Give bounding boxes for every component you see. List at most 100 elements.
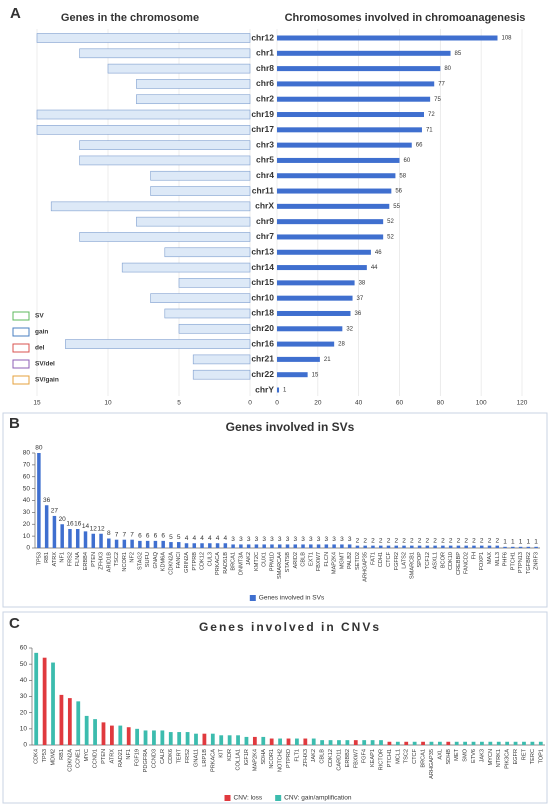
x-tick-label: 5 bbox=[177, 400, 181, 407]
bar bbox=[286, 738, 291, 745]
data-label: 4 bbox=[185, 535, 189, 542]
data-label: 3 bbox=[286, 536, 290, 543]
bar bbox=[526, 546, 531, 548]
bar bbox=[270, 544, 274, 548]
data-label: 3 bbox=[231, 536, 235, 543]
bar bbox=[386, 545, 391, 548]
x-tick-label: BRCA1 bbox=[231, 552, 237, 571]
panel-letter: B bbox=[9, 415, 20, 432]
data-label: 2 bbox=[402, 537, 406, 544]
bar bbox=[176, 542, 181, 548]
x-tick-label: CTCF bbox=[412, 748, 418, 763]
bar bbox=[277, 341, 335, 347]
legend-swatch bbox=[224, 795, 231, 801]
bar bbox=[303, 738, 308, 745]
x-tick-label: PTPRB bbox=[192, 552, 198, 571]
x-tick-label: FAT1 bbox=[370, 552, 376, 565]
category-label: chr22 bbox=[251, 369, 274, 379]
bar bbox=[150, 186, 251, 196]
bar bbox=[135, 728, 140, 745]
x-tick-label: CDK12 bbox=[328, 749, 334, 767]
category-label: chr7 bbox=[256, 231, 274, 241]
x-tick-label: SPOP bbox=[417, 552, 423, 568]
bar bbox=[328, 740, 333, 745]
bar bbox=[184, 543, 189, 548]
bar bbox=[65, 339, 251, 349]
x-tick-label: ZNRF3 bbox=[534, 552, 540, 570]
bar bbox=[412, 741, 417, 745]
category-label: chr5 bbox=[256, 155, 274, 165]
x-tick-label: PRKACA bbox=[210, 749, 216, 772]
bar bbox=[472, 545, 476, 548]
data-label: 12 bbox=[90, 525, 98, 532]
data-label: 108 bbox=[502, 36, 513, 42]
bar bbox=[150, 170, 251, 181]
bar bbox=[277, 265, 367, 271]
bar bbox=[178, 278, 251, 288]
bar bbox=[51, 662, 55, 745]
x-tick-label: RAD51B bbox=[223, 552, 229, 574]
bar bbox=[277, 295, 353, 301]
x-tick-label: CTCF bbox=[386, 551, 392, 566]
legend-swatch bbox=[12, 327, 30, 337]
data-label: 37 bbox=[357, 296, 364, 302]
bar bbox=[91, 533, 96, 548]
x-tick-label: CBLB bbox=[320, 749, 326, 764]
data-label: 72 bbox=[428, 112, 435, 118]
x-tick-label: RB1 bbox=[59, 749, 65, 760]
x-tick-label: ATRX bbox=[109, 749, 115, 764]
x-tick-label: NCOR1 bbox=[122, 552, 128, 572]
bar bbox=[227, 735, 232, 745]
x-tick-label: ATRX bbox=[52, 552, 58, 567]
data-label: 28 bbox=[338, 342, 345, 348]
bar bbox=[295, 738, 299, 745]
x-tick-label: PDGFRA bbox=[143, 749, 149, 773]
x-tick-label: MGMT bbox=[339, 551, 345, 569]
data-label: 1 bbox=[283, 388, 287, 394]
bar bbox=[496, 741, 501, 745]
x-tick-label: ARID2 bbox=[293, 552, 299, 568]
data-label: 3 bbox=[278, 536, 282, 543]
bar bbox=[311, 738, 316, 745]
x-tick-label: FGF19 bbox=[135, 749, 141, 766]
bar bbox=[252, 736, 257, 745]
bar bbox=[192, 369, 251, 380]
bar bbox=[79, 232, 251, 242]
x-tick-label: FRS2 bbox=[185, 749, 191, 763]
bar bbox=[208, 543, 212, 548]
category-label: chr15 bbox=[251, 277, 274, 287]
category-label: chr8 bbox=[256, 63, 274, 73]
bar bbox=[316, 544, 321, 548]
bar bbox=[150, 293, 251, 303]
legend-label: SV/gain bbox=[35, 377, 59, 384]
data-label: 2 bbox=[356, 537, 360, 544]
y-tick-label: 20 bbox=[20, 709, 28, 716]
x-tick-label: KEAP1 bbox=[370, 749, 376, 767]
bar bbox=[448, 545, 453, 548]
x-tick-label: ARID1B bbox=[106, 552, 112, 572]
bar bbox=[285, 544, 290, 548]
bar bbox=[110, 725, 114, 745]
data-label: 7 bbox=[130, 531, 134, 538]
x-tick-label: FRS2 bbox=[67, 552, 73, 566]
bar bbox=[277, 50, 451, 56]
bar bbox=[34, 652, 39, 745]
category-label: chr19 bbox=[251, 109, 274, 119]
chart-title: Chromosomes involved in chromoanagenesis bbox=[285, 12, 526, 24]
bar bbox=[161, 540, 165, 548]
bar bbox=[370, 740, 375, 745]
data-label: 2 bbox=[441, 537, 445, 544]
x-tick-label: NF1 bbox=[60, 552, 66, 563]
legend-label: Genes involved in SVs bbox=[259, 595, 325, 602]
bar bbox=[402, 545, 406, 548]
data-label: 32 bbox=[346, 326, 353, 332]
bar bbox=[355, 545, 360, 548]
bar bbox=[404, 741, 409, 745]
y-tick-label: 70 bbox=[23, 462, 31, 469]
x-tick-label: ZFHX3 bbox=[99, 552, 105, 570]
data-label: 4 bbox=[192, 535, 196, 542]
x-tick-label: CCND1 bbox=[93, 749, 99, 768]
data-label: 85 bbox=[455, 51, 462, 57]
x-tick-label: RAD21 bbox=[118, 749, 124, 767]
